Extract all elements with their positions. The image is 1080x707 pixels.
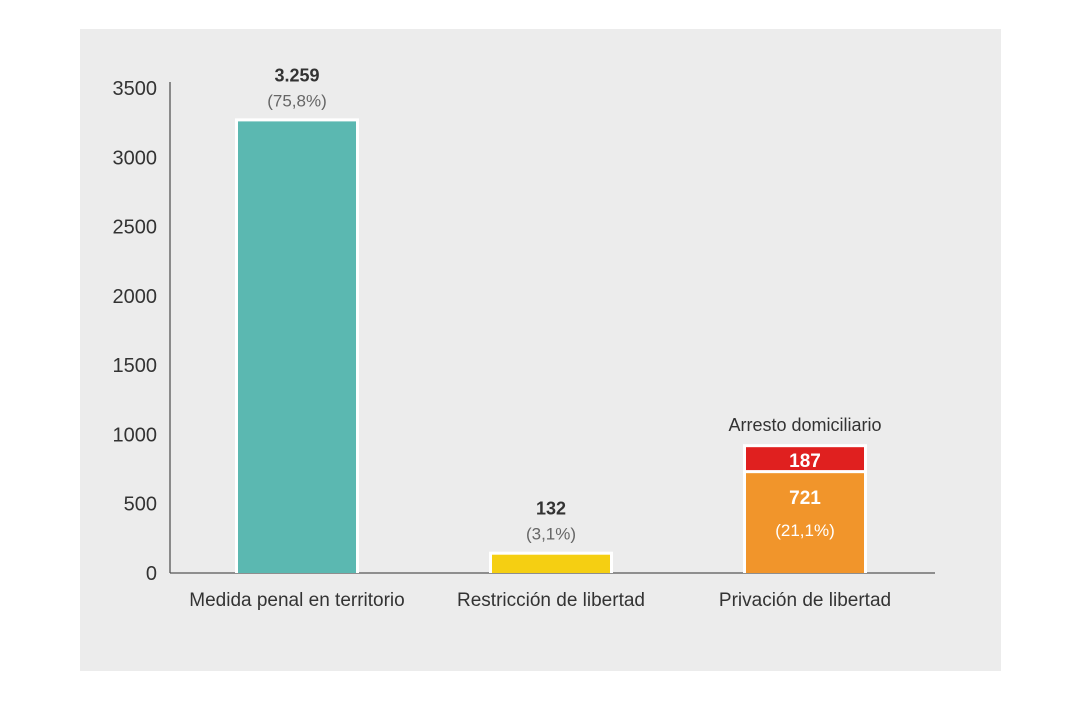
y-tick-label: 500 [124,494,157,516]
bar [746,447,864,471]
percent-label: (3,1%) [526,525,576,544]
data-label: 132 [536,499,566,519]
chart-panel: 0 500 1000 1500 2000 2500 3000 3500 Medida penal… [80,29,1001,671]
bar-chart: 0 500 1000 1500 2000 2500 3000 3500 Medida penal… [113,65,935,611]
y-tick-label: 1500 [113,355,158,377]
data-label: 3.259 [274,65,319,85]
y-tick-label: 0 [146,563,157,585]
x-category-label: Medida penal en territorio [189,590,404,611]
y-tick-label: 3000 [113,147,158,169]
percent-label: (75,8%) [267,91,327,110]
y-tick-label: 3500 [113,78,158,100]
y-tick-label: 2500 [113,217,158,239]
percent-label: (21,1%) [775,521,835,540]
data-label: 721 [789,488,821,509]
bar [746,473,864,573]
data-label: 187 [789,451,821,472]
y-tick-label: 1000 [113,424,158,446]
x-category-label: Privación de libertad [719,590,891,611]
x-category-label: Restricción de libertad [457,590,645,611]
bar [492,554,610,573]
annotation-label: Arresto domiciliario [728,415,881,435]
y-tick-label: 2000 [113,286,158,308]
bar [238,121,356,573]
